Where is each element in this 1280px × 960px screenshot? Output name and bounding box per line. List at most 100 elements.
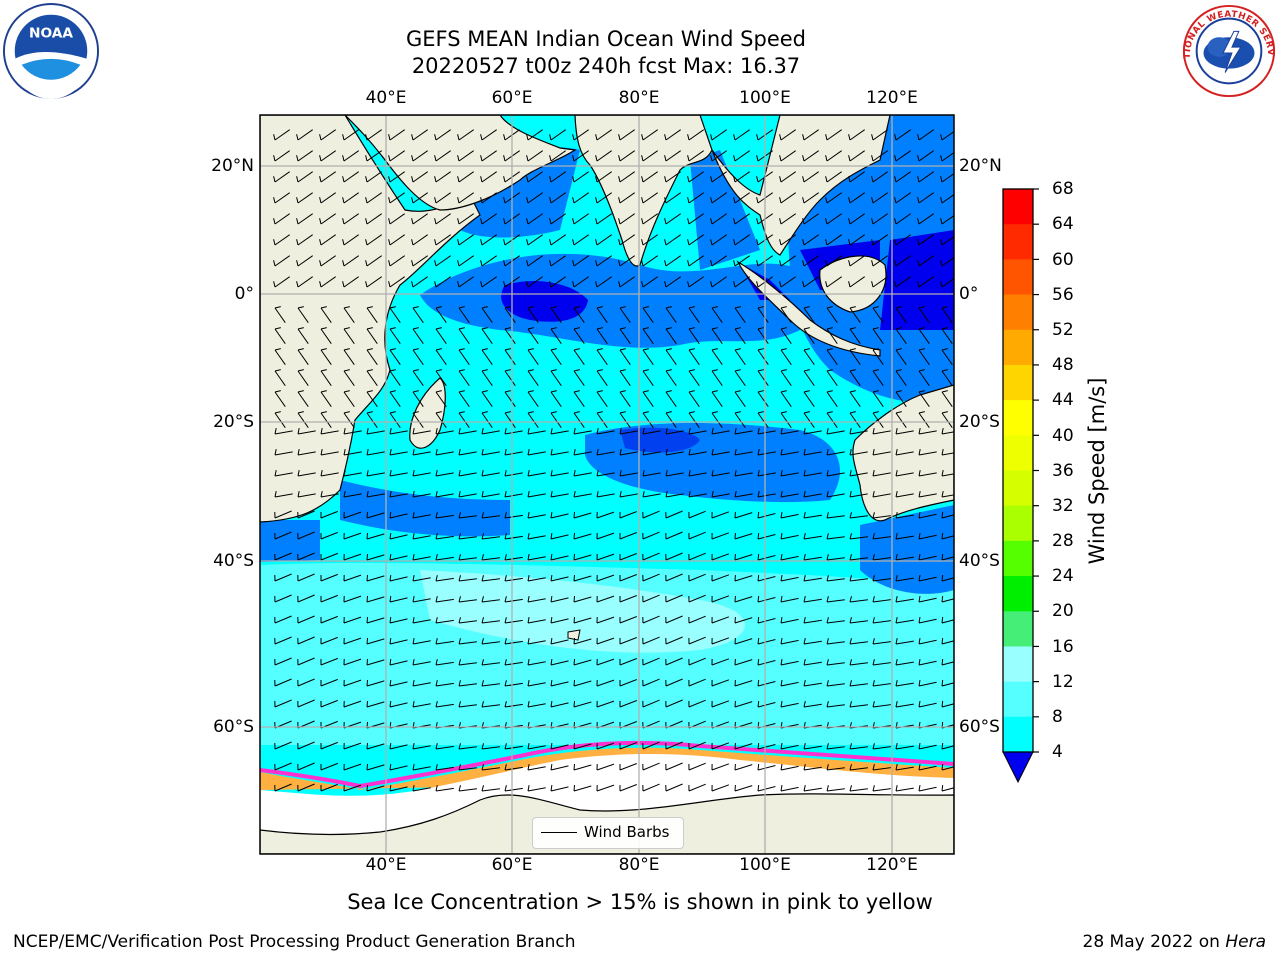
- wind-barb: [434, 276, 451, 288]
- wind-barb: [734, 574, 753, 582]
- wind-barb: [826, 554, 845, 561]
- wind-barb: [872, 369, 884, 386]
- wind-barb: [664, 276, 681, 288]
- wind-barb: [665, 510, 683, 519]
- wind-barb: [504, 575, 523, 582]
- wind-barb: [895, 512, 914, 519]
- wind-barb: [527, 491, 546, 498]
- sumatra-java-land: [736, 260, 881, 357]
- wind-barb: [871, 129, 888, 141]
- wind-barb: [458, 617, 477, 624]
- wind-barb: [780, 785, 799, 792]
- wind-barb: [710, 234, 727, 246]
- wind-barb: [826, 512, 845, 519]
- wind-barb: [688, 411, 700, 428]
- wind-barb: [412, 617, 431, 624]
- wind-barb: [458, 491, 477, 498]
- wind-barb: [365, 213, 382, 225]
- wind-barb: [895, 327, 907, 344]
- wind-barb: [343, 511, 362, 519]
- wind-barb: [779, 213, 796, 225]
- wind-barb: [918, 491, 937, 498]
- wind-barb: [297, 510, 315, 519]
- wind-barb: [779, 150, 796, 162]
- wind-barb: [296, 213, 313, 225]
- wind-barb: [572, 192, 589, 204]
- wind-barb: [572, 255, 589, 267]
- wind-barb: [711, 449, 730, 456]
- wind-barb: [918, 470, 937, 477]
- wind-barb: [872, 449, 891, 456]
- wind-barb: [573, 658, 592, 666]
- wind-barb: [711, 616, 730, 624]
- wind-barb: [848, 192, 865, 204]
- wind-barb: [320, 594, 338, 603]
- wind-barb: [710, 213, 727, 225]
- wind-barb: [297, 369, 309, 386]
- wind-barb: [711, 327, 723, 344]
- wind-barb: [595, 234, 612, 246]
- wind-barb: [825, 234, 842, 246]
- wind-barb: [618, 171, 635, 183]
- wind-barb: [802, 213, 819, 225]
- wind-barb: [296, 150, 313, 162]
- wind-barb: [274, 657, 292, 666]
- wind-barb: [389, 701, 408, 708]
- wind-barb: [872, 638, 891, 645]
- wind-barb: [940, 151, 954, 162]
- wind-barb: [734, 658, 753, 666]
- colorbar-segment: [1003, 400, 1033, 436]
- wind-barb: [619, 491, 638, 498]
- wind-barb: [504, 638, 523, 645]
- wind-barb: [871, 234, 888, 246]
- wind-barb: [779, 255, 796, 267]
- wind-barb: [435, 348, 447, 365]
- lat-tick-right-40s: 40°S: [959, 551, 1000, 571]
- wind-barb: [596, 470, 615, 477]
- wind-barb: [480, 276, 497, 288]
- wind-barb: [734, 700, 753, 708]
- wind-barb: [757, 390, 769, 407]
- wind-barb: [895, 428, 914, 435]
- wind-barb: [665, 636, 683, 645]
- wind-barb: [757, 306, 769, 323]
- wind-barb: [412, 554, 431, 561]
- wind-barb: [435, 785, 454, 792]
- wind-barb: [917, 255, 934, 267]
- wind-region-south-australia: [860, 505, 954, 594]
- wind-barb: [757, 411, 769, 428]
- wind-barb: [526, 276, 543, 288]
- wind-barb: [389, 348, 401, 365]
- wind-barb: [803, 411, 815, 428]
- wind-barb: [504, 764, 523, 771]
- wind-barb: [642, 531, 660, 540]
- wind-barb: [527, 348, 539, 365]
- wind-barb: [803, 511, 822, 519]
- wind-barb: [733, 276, 750, 288]
- wind-barb: [297, 699, 315, 708]
- wind-barb: [274, 411, 286, 428]
- wind-barb: [619, 784, 637, 792]
- wind-barb: [320, 428, 339, 435]
- wind-barb: [780, 617, 799, 624]
- wind-barb: [297, 741, 315, 750]
- wind-barb: [665, 552, 683, 561]
- wind-barb: [734, 616, 753, 624]
- wind-barb: [527, 638, 546, 645]
- wind-barb: [274, 615, 292, 624]
- wind-barb: [826, 470, 845, 477]
- wind-barb: [872, 659, 891, 666]
- wind-barb: [849, 327, 861, 344]
- wind-barb: [550, 617, 569, 624]
- wind-barb: [941, 390, 953, 407]
- wind-barb: [412, 491, 431, 498]
- wind-barb: [481, 764, 500, 771]
- wind-barb: [895, 575, 914, 582]
- arabia-land: [344, 115, 577, 211]
- wind-barb: [757, 700, 776, 708]
- wind-barb: [918, 743, 937, 750]
- wind-barb: [526, 192, 543, 204]
- wind-barb: [641, 213, 658, 225]
- wind-barb: [411, 171, 428, 183]
- wind-barb: [941, 327, 953, 344]
